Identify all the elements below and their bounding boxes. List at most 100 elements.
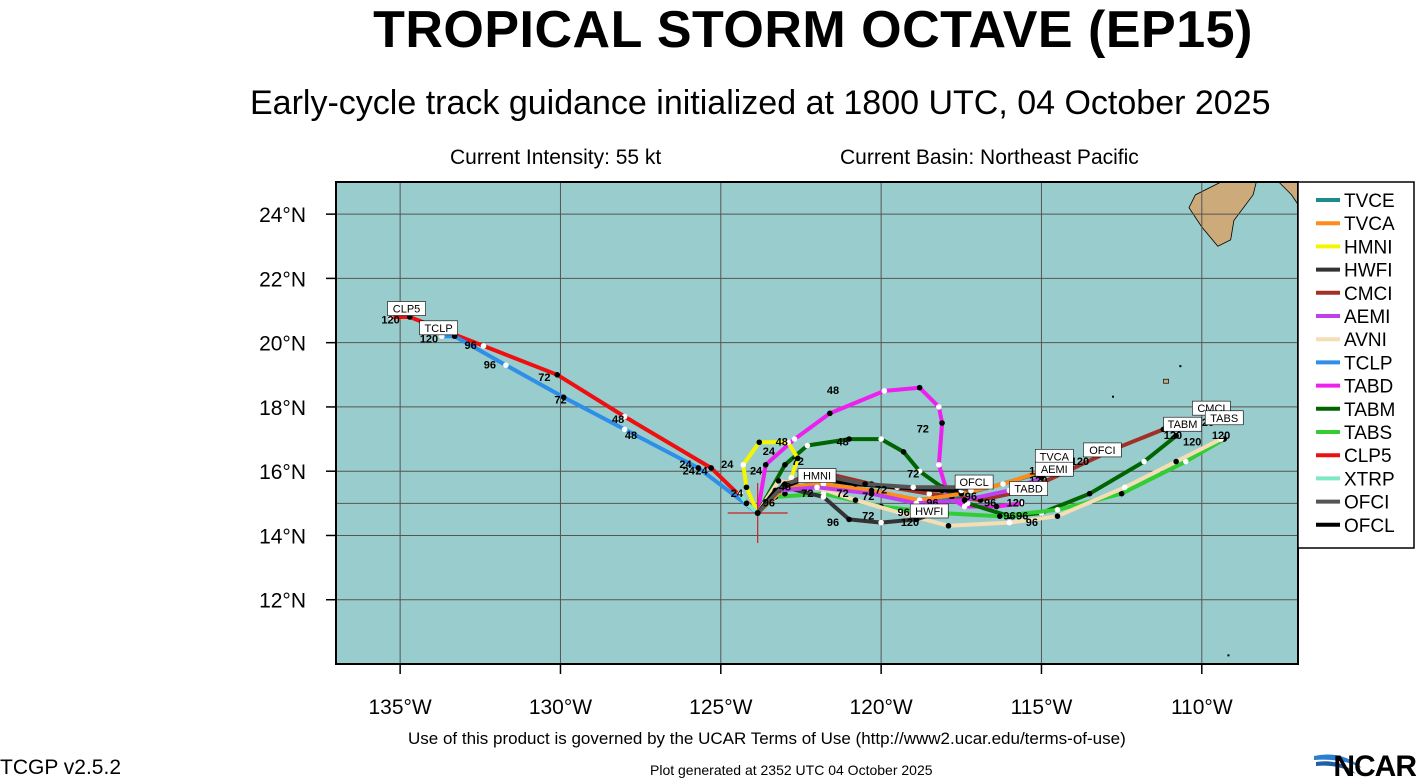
track-point [916,384,923,391]
storm-center [754,509,761,516]
track-point [910,484,916,491]
track-point [762,461,769,468]
forecast-hour-label: 120 [1212,430,1230,442]
island-marker [1112,395,1115,398]
forecast-hour-label: 96 [1026,517,1038,529]
track-point [1173,433,1179,439]
forecast-hour-label: 24 [750,465,763,477]
track-point [1173,458,1179,465]
island-marker [1179,365,1182,368]
track-point [743,484,750,491]
model-tag-box [1163,416,1202,432]
track-point [1182,458,1189,465]
model-tag-clp5: CLP5 [393,304,421,316]
forecast-hour-label: 96 [484,359,496,371]
model-tag-tvca: TVCA [1040,451,1070,463]
track-point [737,490,743,497]
legend-label-tclp: TCLP [1344,353,1393,374]
track-point [1118,490,1125,497]
model-tag-tabm: TABM [1168,419,1198,431]
forecast-hour-label: 48 [837,436,849,448]
track-tabm [755,433,1179,519]
track-point [1141,458,1147,465]
track-point [785,439,791,446]
forecast-hour-label: 48 [625,430,637,442]
model-tag-box [954,474,994,490]
terms-of-use: Use of this product is governed by the U… [408,729,1126,748]
forecast-hour-label: 96 [1003,510,1015,522]
longitude-tick-label: 110°W [1171,696,1233,719]
model-tag-hwfi: HWFI [915,506,943,518]
model-tag-box [797,468,837,483]
legend-label-tabd: TABD [1344,377,1393,398]
model-tag-aemi: AEMI [1041,464,1068,476]
track-point [782,481,788,487]
legend-label-cmci: CMCI [1344,284,1393,305]
track-point [1000,481,1006,487]
current-basin: Current Basin: Northeast Pacific [840,146,1139,169]
track-point [621,426,628,433]
longitude-tick-label: 135°W [369,696,432,719]
track-point [782,490,788,497]
track-point [846,436,852,442]
track-point [961,497,968,503]
latitude-tick-label: 14°N [259,525,306,548]
model-tag-box [1204,410,1244,426]
track-point [1218,436,1224,442]
track-point [1019,500,1026,507]
forecast-hour-label: 96 [897,507,909,519]
track-point [804,442,811,449]
model-tag-tabs: TABS [1210,413,1238,425]
track-point [945,523,952,529]
model-tag-box [419,320,458,336]
forecast-hour-label: 24 [721,459,734,471]
forecast-hour-label: 72 [801,488,813,500]
forecast-hour-label: 72 [837,488,849,500]
track-point [936,461,942,468]
legend-label-avni: AVNI [1344,330,1387,351]
latitude-tick-label: 24°N [259,204,306,227]
island-marker [1227,654,1230,657]
latitude-tick-label: 20°N [259,333,306,356]
legend-label-tvca: TVCA [1344,214,1395,235]
forecast-hour-label: 96 [827,517,839,529]
version-label: TCGP v2.5.2 [0,756,121,779]
track-point [852,497,859,503]
forecast-hour-label: 24 [731,488,744,500]
track-point [878,436,884,442]
forecast-hour-label: 72 [875,485,887,497]
forecast-hour-label: 72 [862,510,874,522]
legend-label-hmni: HMNI [1344,237,1393,258]
legend-label-tvce: TVCE [1344,191,1395,212]
track-point [743,500,750,507]
ncar-logo-text: NCAR [1333,750,1416,783]
longitude-tick-label: 115°W [1011,696,1073,719]
forecast-hour-label: 72 [538,372,550,384]
track-point [708,465,714,471]
longitude-tick-label: 130°W [529,696,592,719]
model-tag-tclp: TCLP [425,323,453,335]
model-tag-ofci: OFCI [1089,445,1115,457]
forecast-hour-label: 72 [554,395,566,407]
forecast-hour-label: 72 [907,469,919,481]
forecast-hour-label: 96 [465,340,477,352]
latitude-tick-label: 16°N [259,461,306,484]
track-point [791,436,798,442]
forecast-hour-label: 24 [695,465,708,477]
forecast-hour-label: 72 [862,491,874,503]
legend-label-aemi: AEMI [1344,307,1390,328]
forecast-hour-label: 120 [1007,498,1025,510]
latitude-tick-label: 22°N [259,268,306,291]
forecast-hour-label: 120 [901,517,919,529]
forecast-hour-label: 72 [792,456,804,468]
longitude-tick-label: 120°W [850,696,913,719]
model-tag-hmni: HMNI [803,471,831,483]
track-point [916,468,923,475]
track-point [554,372,561,378]
track-point [1054,506,1061,513]
ncar-logo: NCAR [1312,748,1416,783]
map-title: TROPICAL STORM OCTAVE (EP15) [373,1,1253,59]
track-point [900,449,907,455]
track-point [897,510,904,516]
legend-label-tabm: TABM [1344,400,1395,421]
